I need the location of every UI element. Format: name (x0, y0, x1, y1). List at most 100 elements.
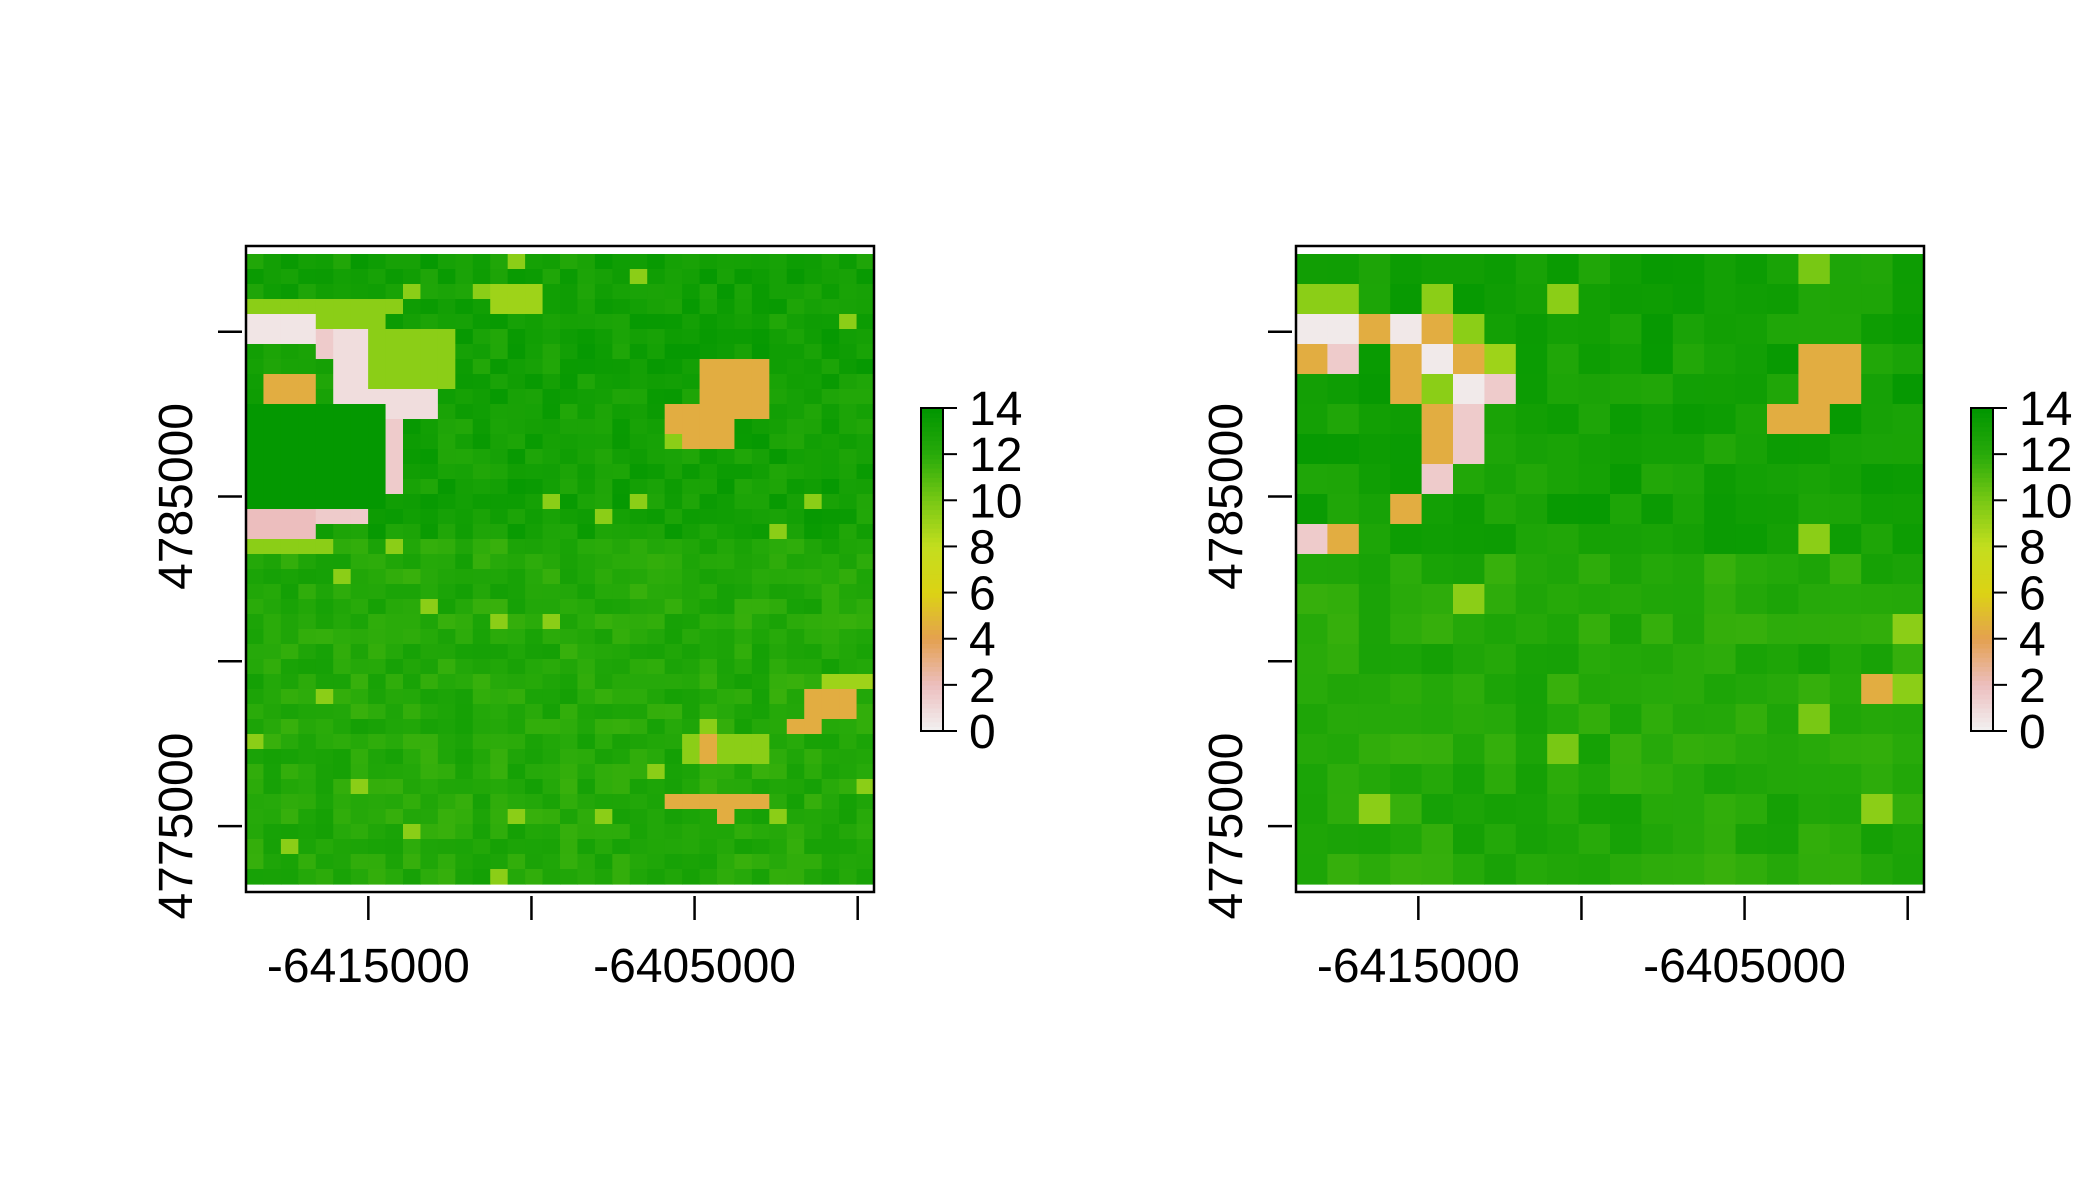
heatmap-cell (1421, 764, 1454, 795)
plot-frame (1294, 244, 1926, 894)
heatmap-cell (1610, 284, 1642, 315)
heatmap-cell (368, 494, 387, 510)
heatmap-cell (1578, 464, 1611, 495)
heatmap-cell (1641, 404, 1674, 435)
heatmap-cell (647, 419, 666, 435)
heatmap-cell (1547, 434, 1580, 465)
heatmap-cell (1735, 434, 1768, 465)
heatmap-cell (699, 689, 718, 705)
heatmap-cell (804, 479, 823, 495)
heatmap-cell (246, 809, 265, 825)
heatmap-cell (629, 389, 648, 405)
heatmap-cell (1610, 494, 1642, 525)
heatmap-cell (664, 254, 683, 270)
heatmap-cell (472, 809, 491, 825)
heatmap-cell (368, 554, 387, 570)
heatmap-cell (856, 284, 875, 300)
heatmap-cell (594, 374, 613, 390)
heatmap-cell (420, 269, 439, 285)
heatmap-cell (350, 854, 369, 870)
heatmap-cell (1390, 794, 1423, 825)
heatmap-cell (472, 479, 491, 495)
heatmap-cell (437, 299, 456, 315)
heatmap-cell (1296, 284, 1328, 315)
legend-swatch (921, 444, 943, 451)
heatmap-cell (699, 404, 718, 420)
heatmap-cell (1861, 344, 1894, 375)
heatmap-cell (769, 269, 788, 285)
heatmap-cell (350, 809, 369, 825)
heatmap-cell (560, 644, 579, 660)
heatmap-raster (1296, 254, 1925, 885)
heatmap-cell (490, 464, 509, 480)
heatmap-cell (1453, 824, 1485, 855)
legend-swatch (1971, 449, 1993, 455)
legend-tick-label: 0 (2019, 706, 2046, 759)
heatmap-cell (856, 629, 875, 645)
heatmap-cell (594, 404, 613, 420)
heatmap-cell (490, 404, 509, 420)
heatmap-cell (298, 554, 317, 570)
heatmap-cell (1672, 734, 1705, 765)
heatmap-cell (734, 569, 753, 585)
heatmap-cell (699, 389, 718, 405)
heatmap-cell (647, 704, 666, 720)
heatmap-cell (1390, 464, 1423, 495)
heatmap-cell (856, 344, 875, 360)
heatmap-cell (1578, 524, 1611, 555)
heatmap-cell (350, 764, 369, 780)
heatmap-cell (682, 794, 701, 810)
heatmap-cell (1547, 614, 1580, 645)
heatmap-cell (333, 299, 352, 315)
heatmap-cell (263, 524, 282, 540)
heatmap-cell (1484, 434, 1517, 465)
heatmap-cell (786, 284, 805, 300)
legend-swatch (921, 564, 943, 571)
heatmap-cell (1704, 614, 1737, 645)
heatmap-cell (647, 254, 666, 270)
heatmap-cell (1767, 614, 1799, 645)
heatmap-cell (751, 509, 770, 525)
heatmap-cell (751, 854, 770, 870)
heatmap-cell (385, 584, 404, 600)
heatmap-cell (821, 869, 840, 885)
heatmap-cell (368, 449, 387, 465)
heatmap-cell (1327, 704, 1360, 735)
heatmap-cell (420, 794, 439, 810)
heatmap-cell (821, 809, 840, 825)
heatmap-cell (1327, 374, 1360, 405)
heatmap-cell (507, 869, 526, 885)
heatmap-cell (612, 299, 631, 315)
heatmap-cell (594, 329, 613, 345)
heatmap-cell (594, 509, 613, 525)
heatmap-cell (280, 809, 299, 825)
heatmap-cell (612, 809, 631, 825)
heatmap-cell (333, 329, 352, 345)
heatmap-cell (839, 659, 858, 675)
heatmap-cell (804, 569, 823, 585)
heatmap-cell (1327, 464, 1360, 495)
heatmap-cell (1861, 674, 1894, 705)
heatmap-cell (647, 494, 666, 510)
heatmap-cell (856, 689, 875, 705)
legend-swatch (921, 597, 943, 603)
heatmap-cell (1296, 824, 1328, 855)
heatmap-cell (525, 314, 544, 330)
heatmap-cell (751, 329, 770, 345)
heatmap-cell (699, 734, 718, 750)
heatmap-cell (368, 284, 387, 300)
heatmap-cell (629, 854, 648, 870)
heatmap-cell (664, 719, 683, 735)
heatmap-cell (751, 389, 770, 405)
heatmap-cell (612, 314, 631, 330)
heatmap-cell (368, 689, 387, 705)
heatmap-cell (821, 479, 840, 495)
heatmap-cell (350, 839, 369, 855)
heatmap-cell (350, 719, 369, 735)
heatmap-cell (542, 404, 561, 420)
heatmap-cell (1704, 644, 1737, 675)
heatmap-cell (699, 614, 718, 630)
heatmap-cell (734, 359, 753, 375)
heatmap-cell (786, 839, 805, 855)
heatmap-cell (385, 629, 404, 645)
